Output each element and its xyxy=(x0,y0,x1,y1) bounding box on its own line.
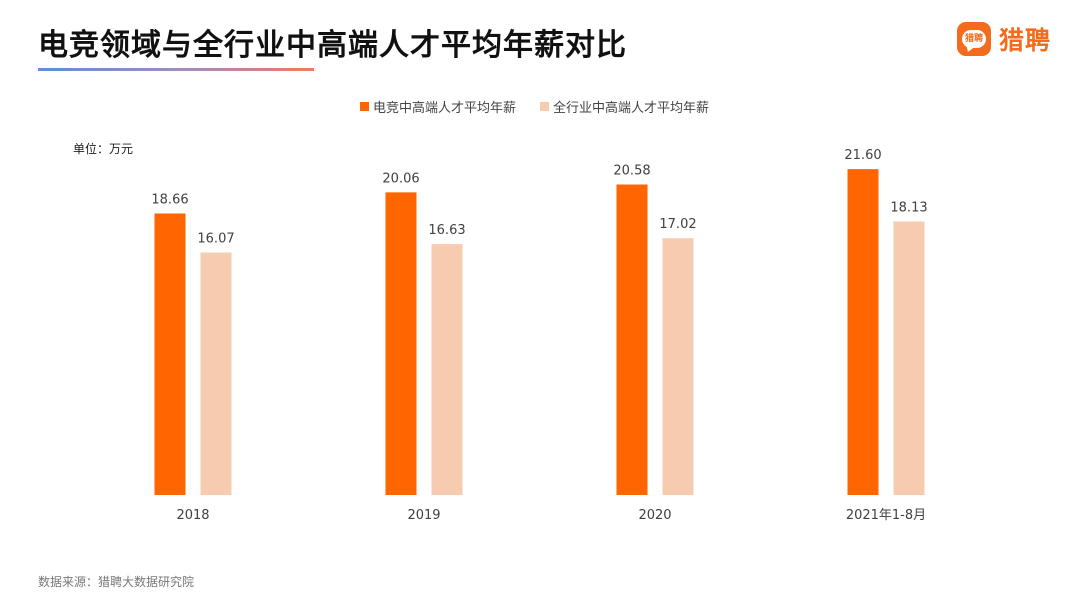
bar-esports-2 xyxy=(616,184,648,495)
legend-item-esports: 电竞中高端人才平均年薪 xyxy=(360,97,516,116)
legend-item-all-industries: 全行业中高端人才平均年薪 xyxy=(540,97,709,116)
x-tick-label-1: 2019 xyxy=(407,508,440,523)
liepin-logo: 猎聘 猎聘 xyxy=(957,22,1051,56)
logo-text: 猎聘 xyxy=(999,26,1052,55)
page-title: 电竞领域与全行业中高端人才平均年薪对比 xyxy=(38,28,627,63)
legend-swatch-esports xyxy=(360,102,369,111)
data-label-esports-0: 18.66 xyxy=(151,192,188,207)
logo-chat-bubble-icon: 猎聘 xyxy=(957,22,991,56)
x-tick-label-3: 2021年1-8月 xyxy=(846,508,926,523)
data-label-all-industries-1: 16.63 xyxy=(428,223,465,238)
bar-all-industries-2 xyxy=(662,238,694,495)
bar-all-industries-0 xyxy=(200,252,232,495)
data-label-esports-3: 21.60 xyxy=(844,148,881,163)
x-tick-label-2: 2020 xyxy=(638,508,671,523)
data-label-all-industries-3: 18.13 xyxy=(890,200,927,215)
source-note: 数据来源：猎聘大数据研究院 xyxy=(38,575,195,589)
legend-label-all-industries: 全行业中高端人才平均年薪 xyxy=(553,101,710,116)
legend-swatch-all-industries xyxy=(540,102,550,111)
x-tick-label-0: 2018 xyxy=(176,508,209,523)
bar-esports-1 xyxy=(385,192,417,495)
bar-esports-0 xyxy=(154,213,186,495)
logo-mini-text: 猎聘 xyxy=(964,33,983,44)
unit-label: 单位：万元 xyxy=(73,142,134,156)
data-label-all-industries-2: 17.02 xyxy=(659,217,696,232)
bar-esports-3 xyxy=(847,169,879,495)
chart-legend: 电竞中高端人才平均年薪 全行业中高端人才平均年薪 xyxy=(360,97,733,116)
bar-all-industries-1 xyxy=(431,244,463,495)
data-label-esports-1: 20.06 xyxy=(382,171,419,186)
title-underline xyxy=(38,68,314,71)
bar-all-industries-3 xyxy=(893,221,925,495)
data-label-all-industries-0: 16.07 xyxy=(197,232,234,247)
legend-label-esports: 电竞中高端人才平均年薪 xyxy=(373,101,517,116)
data-label-esports-2: 20.58 xyxy=(613,164,650,179)
